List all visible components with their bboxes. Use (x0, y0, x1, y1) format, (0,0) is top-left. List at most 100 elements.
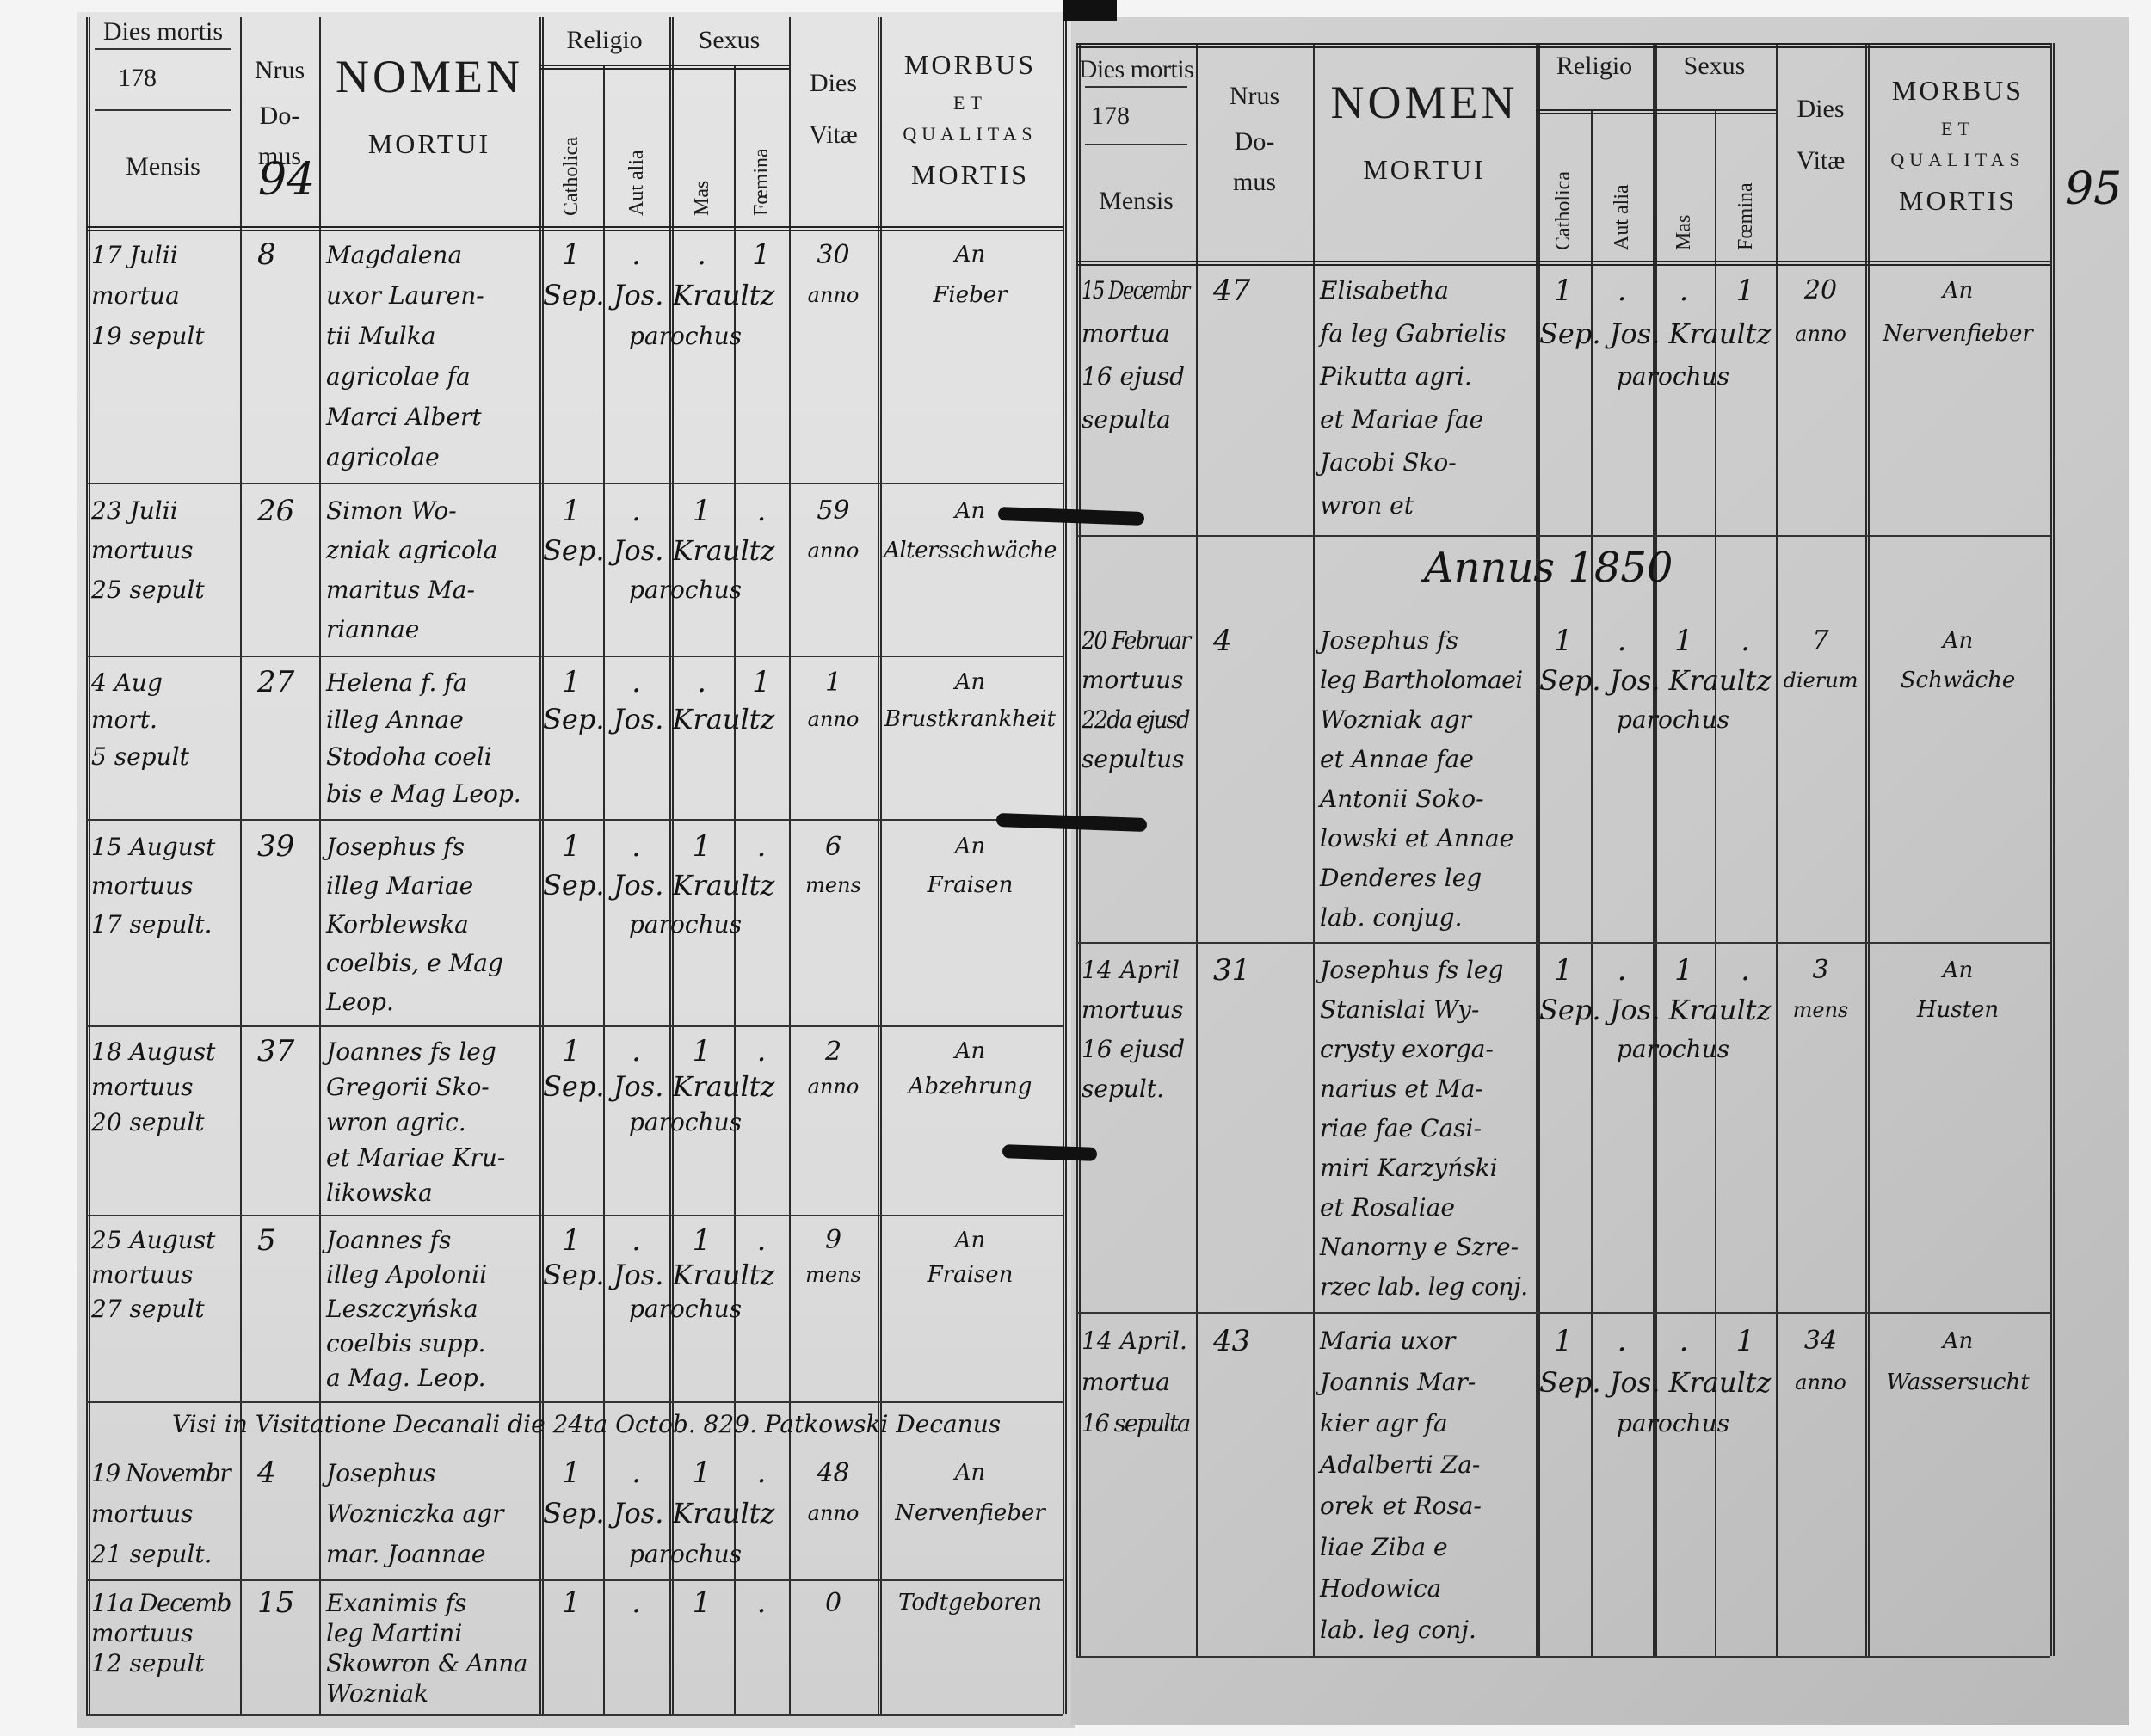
age-at-death: 59 anno (789, 491, 878, 570)
page-number: 94 (258, 154, 316, 206)
deceased-name-line: Exanimis fs (326, 1589, 467, 1617)
deceased-name: Exanimis fs leg Martini Skowron & Anna Wozn… (326, 1588, 536, 1708)
catholica-mark: 1 (562, 829, 581, 864)
cause-of-death-line: An (954, 242, 986, 268)
row-rule (1076, 1312, 2050, 1314)
cause-of-death-line: An (1942, 957, 1974, 983)
femina-mark: 1 (752, 237, 771, 272)
age-at-death: 9 mens (789, 1223, 878, 1292)
death-burial-date: 17 Julii mortua 19 sepult (91, 235, 237, 356)
deceased-name: Joannes fs leg Gregorii Sko-wron agric. et… (326, 1034, 536, 1210)
cause-of-death-line: Brustkrankheit (884, 706, 1057, 732)
age-unit: mens (805, 873, 861, 897)
row-rule (1076, 942, 2050, 944)
death-burial-date-line: 20 sepult (91, 1108, 205, 1136)
deceased-name-line: Korblewska (326, 910, 469, 939)
qualitas-label: QUALITAS (903, 123, 1038, 145)
cause-of-death-line: Nervenfieber (1883, 321, 2033, 347)
age-unit: anno (807, 539, 860, 563)
deceased-name-line: mar. Joannae (326, 1540, 486, 1568)
cause-of-death-line: Todtgeboren (898, 1590, 1042, 1616)
deceased-name-line: Leszczyńska (326, 1295, 478, 1323)
cause-of-death-line: An (954, 834, 986, 859)
death-burial-date-line: sepult. (1082, 1074, 1165, 1103)
catholica-mark: 1 (562, 1223, 581, 1258)
domus-label-2: mus (1232, 168, 1276, 196)
priest-signature: Sep. Jos. Kraultz (543, 1259, 775, 1291)
death-burial-date-line: 16 ejusd (1082, 362, 1186, 391)
religio-label: Religio (1556, 52, 1633, 80)
death-burial-date-line: 4 Aug (91, 668, 163, 697)
deceased-name-line: Pikutta agri. (1320, 362, 1472, 391)
column-rule (2050, 43, 2055, 1656)
age-value: 48 (817, 1458, 850, 1488)
mensis-label: Mensis (126, 152, 200, 181)
deceased-name: Josephus fs leg Bartholomaei Wozniak agr et… (1320, 621, 1532, 938)
deceased-name-line: Elisabetha (1320, 276, 1449, 305)
priest-signature: Sep. Jos. Kraultz (543, 534, 775, 567)
deceased-name-line: Wozniak (326, 1679, 429, 1708)
cause-of-death: An Nervenfieber (881, 1453, 1059, 1534)
house-number: 39 (257, 829, 295, 864)
mas-label: Mas (1673, 214, 1695, 250)
cause-of-death-line: Fieber (933, 282, 1008, 308)
deceased-name-line: coelbis supp. (326, 1329, 486, 1357)
age-unit: anno (807, 1074, 860, 1099)
mortui-label: MORTUI (1363, 154, 1486, 185)
death-burial-date-line: mortuus (91, 536, 194, 564)
priest-title: parochus (1617, 1409, 1729, 1437)
deceased-name-line: riannae (326, 615, 420, 643)
sexus-label: Sexus (698, 26, 761, 54)
column-rule (1313, 43, 1315, 1656)
column-rule (789, 17, 791, 1714)
cause-of-death-line: Fraisen (927, 872, 1014, 898)
age-value: 0 (824, 1588, 842, 1618)
visitation-note: Visi in Visitatione Decanali die 24ta Oc… (172, 1410, 1002, 1438)
age-at-death: 30 anno (789, 235, 878, 316)
cause-of-death-line: Wassersucht (1886, 1370, 2030, 1395)
cause-of-death-line: An (954, 1228, 986, 1253)
row-rule (86, 656, 1063, 657)
column-rule (1536, 43, 1540, 1656)
row-rule (86, 1401, 1063, 1403)
age-at-death: 20 anno (1776, 269, 1865, 355)
death-burial-date-line: mortuus (91, 1619, 194, 1647)
age-unit: mens (805, 1263, 861, 1287)
catholica-mark: 1 (562, 1456, 581, 1490)
house-number: 15 (257, 1585, 295, 1620)
mas-mark: 1 (1674, 953, 1693, 988)
aut-alia-mark: . (1617, 953, 1627, 988)
header-bottom-rule (86, 226, 1063, 231)
deceased-name-line: leg Bartholomaei (1320, 666, 1523, 694)
column-rule (1063, 17, 1067, 1714)
deceased-name: Helena f. fa illeg Annae Stodoha coeli bis … (326, 664, 536, 812)
aut-alia-label: Aut alia (1611, 184, 1633, 250)
cause-of-death-line: An (954, 1460, 986, 1486)
death-burial-date-line: mortua (1082, 1368, 1170, 1396)
religio-sexus-rule (1536, 109, 1776, 114)
priest-signature: Sep. Jos. Kraultz (543, 869, 775, 902)
row-rule (86, 1215, 1063, 1216)
cause-of-death: An Fieber (881, 235, 1059, 316)
death-burial-date-line: 14 April (1082, 956, 1180, 984)
morbus-label: MORBUS (1891, 75, 2025, 106)
deceased-name-line: Joannis Mar- (1320, 1368, 1476, 1396)
death-burial-date: 20 Februar mortuus 22da ejusd sepultus (1082, 621, 1193, 779)
death-burial-date-line: sepultus (1082, 745, 1185, 773)
cause-of-death-line: An (954, 498, 986, 524)
deceased-name-line: Josephus (326, 1459, 436, 1487)
dies-vitae-label: Dies (810, 69, 857, 97)
deceased-name-line: Helena f. fa (326, 668, 468, 697)
religio-label: Religio (566, 26, 643, 54)
aut-alia-mark: . (632, 1456, 641, 1490)
deceased-name: Josephus fs illeg Mariae Korblewska coelbis… (326, 828, 536, 1021)
row-rule (86, 1714, 1063, 1716)
femina-mark: 1 (1735, 274, 1755, 308)
vitae-label: Vitæ (1796, 146, 1846, 175)
aut-alia-mark: . (632, 665, 641, 699)
deceased-name-line: Magdalena (326, 241, 463, 269)
deceased-name-line: fa leg Gabrielis (1320, 319, 1507, 348)
cause-of-death-line: Fraisen (927, 1262, 1014, 1288)
death-burial-date-line: 16 ejusd (1082, 1035, 1186, 1063)
death-burial-date-line: 16 sepulta (1082, 1409, 1191, 1437)
